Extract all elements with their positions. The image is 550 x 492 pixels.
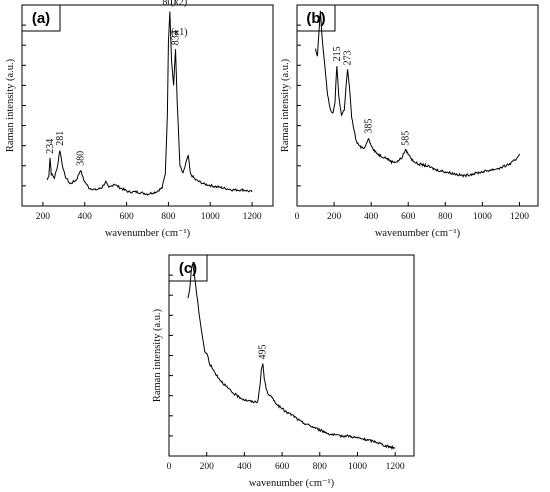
x-tick-label: 200	[36, 212, 51, 222]
x-axis-title: wavenumber (cm⁻¹)	[249, 478, 335, 489]
x-axis-title: wavenumber (cm⁻¹)	[105, 228, 191, 239]
x-tick-label: 800	[313, 462, 328, 472]
y-axis-title: Raman intensity (a.u.)	[5, 58, 16, 152]
plot-frame	[296, 4, 539, 207]
peak-label: 273	[343, 50, 354, 65]
x-tick-label: 200	[200, 462, 215, 472]
x-axis-title: wavenumber (cm⁻¹)	[375, 228, 461, 239]
peak-label: 234	[45, 139, 56, 154]
x-tick-label: 800	[161, 212, 176, 222]
y-axis-title: Raman intensity (a.u.)	[280, 58, 291, 152]
peak-label: 834	[171, 30, 182, 45]
chart-panel-1: (a) 200 400 600 800 1000 1200 wavenumber (cm⁻¹)…	[5, 0, 274, 239]
x-tick-label: 1000	[473, 212, 492, 222]
plot-frame	[21, 4, 274, 207]
x-tick-label: 1000	[201, 212, 220, 222]
x-tick-label: 1000	[348, 462, 367, 472]
peak-label: 380	[76, 151, 87, 166]
series-line-1	[315, 10, 520, 178]
peak-label: 585	[400, 131, 411, 146]
x-tick-label: 200	[327, 212, 342, 222]
peak-label: (κ1)	[171, 27, 188, 38]
x-tick-label: 600	[275, 462, 290, 472]
x-tick-label: 400	[364, 212, 379, 222]
panel-letter: (a)	[32, 10, 50, 27]
series-line-1	[187, 263, 396, 450]
peak-label: 215	[332, 46, 343, 61]
chart-panel-2: (b) 0 200 400 600 800 1000 1200 wavenumber (cm⁻¹…	[280, 4, 539, 239]
panel-letter-box	[168, 254, 208, 282]
x-tick-label: 800	[438, 212, 453, 222]
x-tick-label: 400	[78, 212, 93, 222]
plot-frame	[168, 254, 415, 457]
panel-letter: (b)	[306, 10, 325, 27]
x-tick-label: 600	[401, 212, 416, 222]
peak-label: 281	[55, 131, 66, 146]
peak-label: 385	[363, 119, 374, 134]
peak-label: 807	[162, 0, 177, 8]
x-tick-label: 1200	[243, 212, 262, 222]
x-tick-label: 1200	[510, 212, 529, 222]
y-axis-title: Raman intensity (a.u.)	[152, 308, 163, 402]
panel-letter-box	[21, 4, 61, 32]
peak-label: 495	[257, 345, 268, 360]
series-line-1	[46, 11, 253, 196]
x-tick-label: 400	[237, 462, 252, 472]
x-tick-label: 600	[119, 212, 134, 222]
panel-letter-box	[296, 4, 336, 32]
x-tick-label: 0	[167, 462, 172, 472]
x-tick-label: 0	[295, 212, 300, 222]
x-tick-label: 1200	[386, 462, 405, 472]
peak-label: (κ2)	[171, 0, 188, 8]
